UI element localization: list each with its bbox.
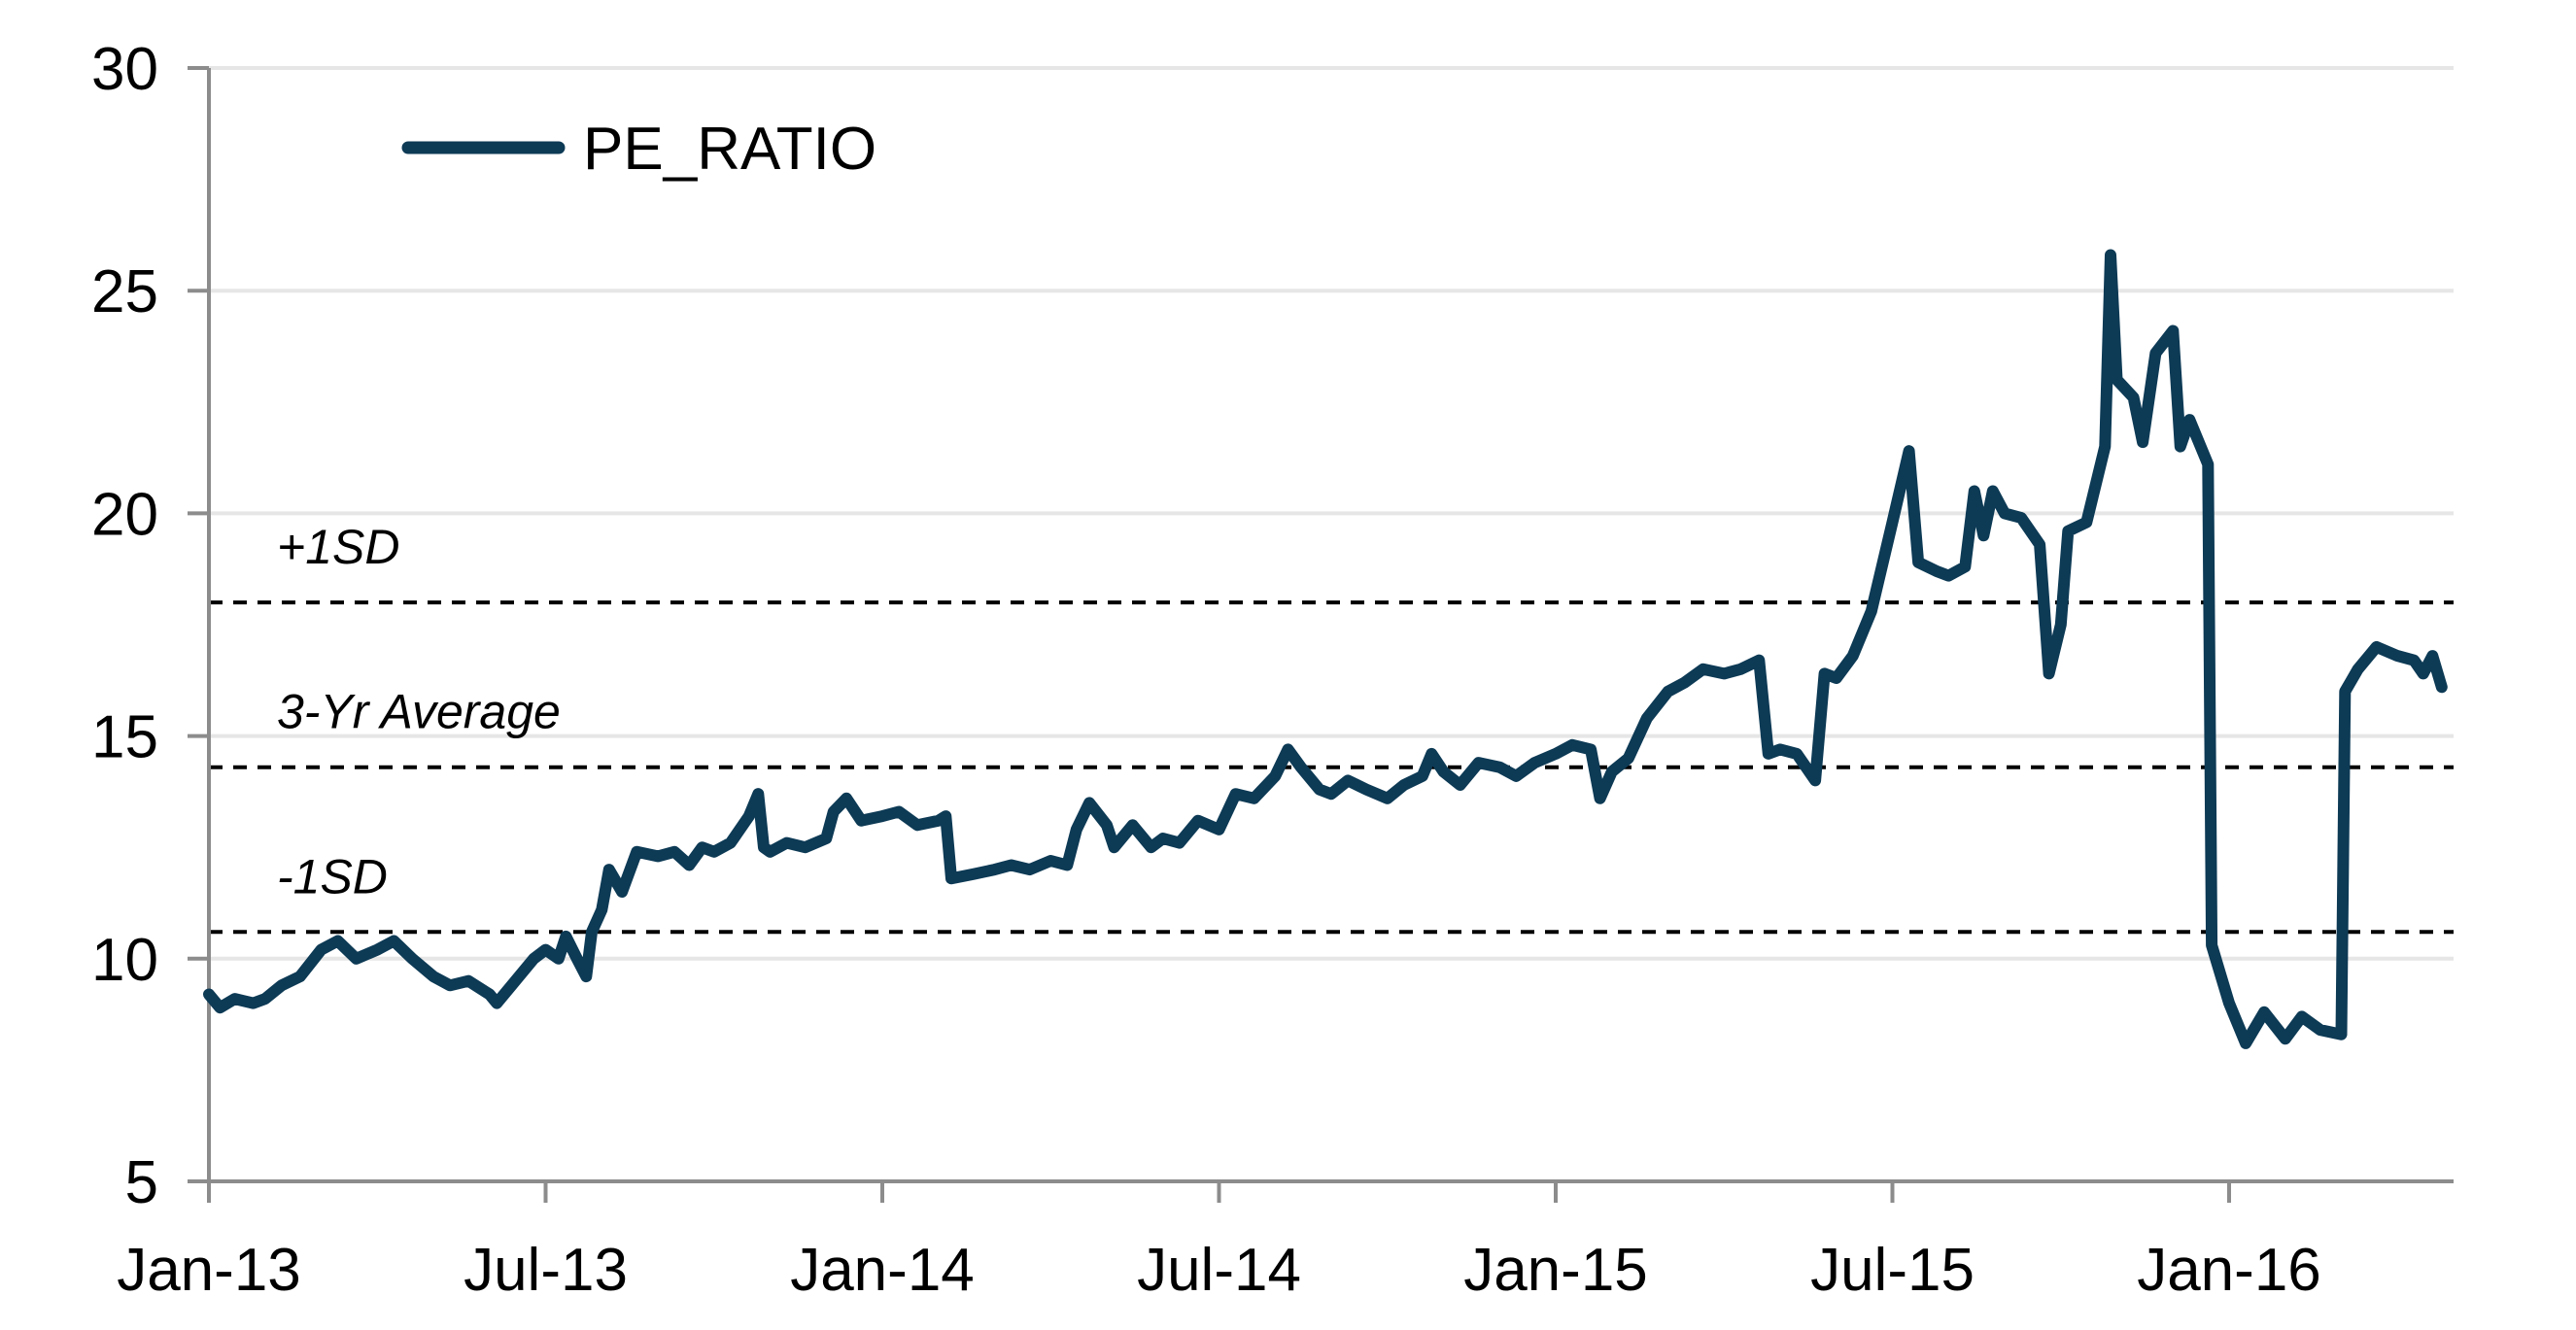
y-tick-label: 5	[125, 1149, 158, 1216]
series-line-pe-ratio	[203, 249, 2448, 1049]
x-tick-label: Jan-15	[1463, 1237, 1648, 1304]
axes	[207, 68, 2454, 1183]
series-group	[203, 249, 2448, 1049]
y-tick-label: 30	[91, 36, 158, 103]
y-tick-label: 20	[91, 481, 158, 548]
x-tick-label: Jan-14	[790, 1237, 975, 1304]
y-axis-ticks: 5 10 15 20 25 30	[91, 36, 209, 1216]
y-tick-label: 15	[91, 704, 158, 771]
reference-lines: +1SD 3-Yr Average -1SD	[209, 520, 2454, 935]
x-tick-label: Jul-13	[464, 1237, 628, 1304]
x-tick-label: Jul-15	[1810, 1237, 1975, 1304]
reference-line-label: 3-Yr Average	[277, 685, 561, 739]
x-tick-label: Jan-13	[117, 1237, 301, 1304]
y-tick-label: 25	[91, 258, 158, 325]
reference-line-label: -1SD	[277, 849, 388, 904]
legend-label: PE_RATIO	[583, 116, 876, 183]
y-tick-label: 10	[91, 927, 158, 994]
x-tick-label: Jul-14	[1137, 1237, 1301, 1304]
x-tick-label: Jan-16	[2137, 1237, 2321, 1304]
legend: PE_RATIO	[401, 116, 876, 183]
reference-line-label: +1SD	[277, 520, 399, 574]
x-axis-ticks: Jan-13 Jul-13 Jan-14 Jul-14 Jan-15 Jul-15 Jan-…	[117, 1181, 2321, 1304]
gridlines	[209, 66, 2454, 961]
